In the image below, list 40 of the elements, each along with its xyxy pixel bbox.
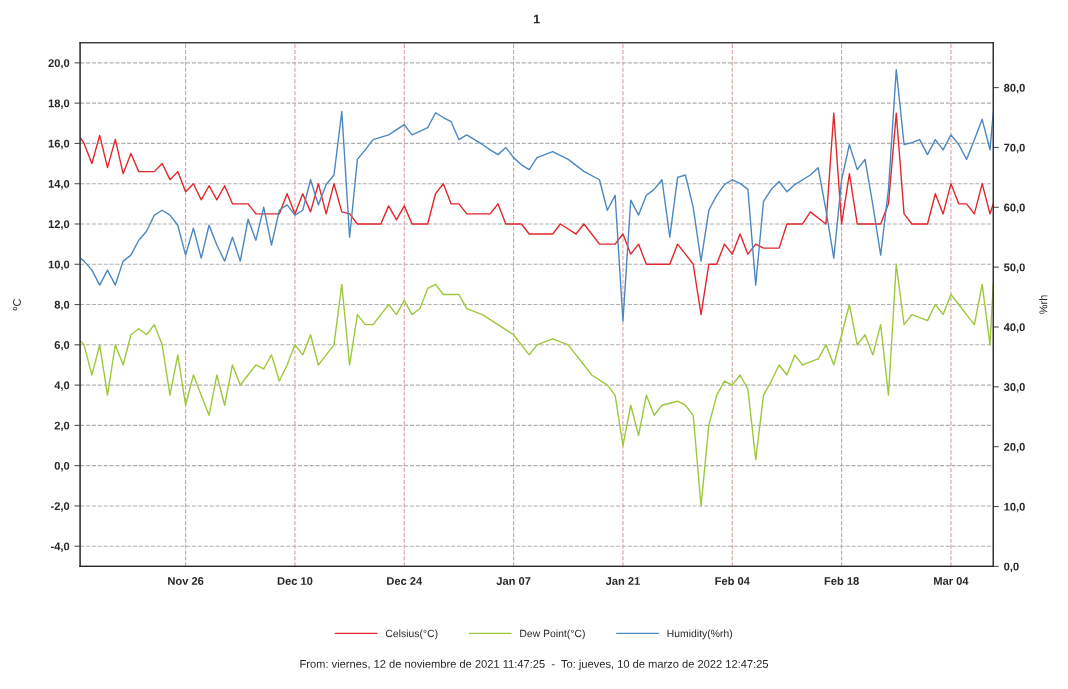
legend-label: Humidity(%rh) [667, 629, 733, 640]
y-tick-label: 6,0 [54, 341, 70, 351]
x-tick-label: Nov 26 [168, 577, 204, 585]
x-tick-label: Feb 04 [715, 576, 750, 585]
y-tick-label: 14,0 [48, 179, 70, 190]
x-tick-label: Mar 04 [934, 577, 969, 585]
y2-tick-label: 40,0 [1003, 323, 1025, 333]
x-tick-label: Dec 10 [277, 577, 313, 585]
y-tick-label: 12,0 [48, 220, 70, 230]
line-series [80, 263, 994, 507]
legend-label: Dew Point(°C) [520, 629, 585, 640]
y-tick-label: -2,0 [50, 502, 70, 512]
y-tick-label: 18,0 [48, 99, 70, 109]
y-axis-title: ºC [12, 298, 21, 311]
y2-axis-title: %rh [1039, 295, 1048, 315]
y2-tick-label: 80,0 [1004, 83, 1025, 94]
y-tick-label: 16,0 [48, 139, 70, 150]
line-series [80, 68, 994, 322]
y-tick-label: 2,0 [54, 421, 70, 432]
legend-label: Celsius(°C) [385, 629, 438, 640]
text: From: viernes, 12 de noviembre de 2021 11:47:25 - To: jueves, 10 de marzo de 2022 12:47:25 [300, 659, 769, 671]
chart-title: 1 [533, 14, 540, 24]
x-tick-label: Dec 24 [387, 577, 423, 585]
y-tick-label: -4,0 [50, 542, 70, 552]
x-tick-label: Jan 21 [605, 577, 640, 585]
y2-tick-label: 10,0 [1004, 502, 1025, 513]
line-series [80, 112, 994, 316]
y2-tick-label: 0,0 [1004, 562, 1019, 573]
y-tick-label: 8,0 [54, 300, 70, 311]
y2-tick-label: 60,0 [1004, 203, 1025, 214]
y-tick-label: 4,0 [54, 381, 70, 391]
y2-tick-label: 30,0 [1003, 383, 1025, 393]
y2-tick-label: 70,0 [1004, 143, 1025, 154]
x-tick-label: Jan 07 [496, 577, 531, 585]
y2-tick-label: 50,0 [1004, 263, 1025, 273]
y-tick-label: 10,0 [48, 260, 70, 270]
y2-tick-label: 20,0 [1004, 442, 1025, 453]
y-tick-label: 0,0 [54, 461, 70, 472]
x-tick-label: Feb 18 [824, 576, 859, 585]
y-tick-label: 20,0 [48, 59, 70, 69]
